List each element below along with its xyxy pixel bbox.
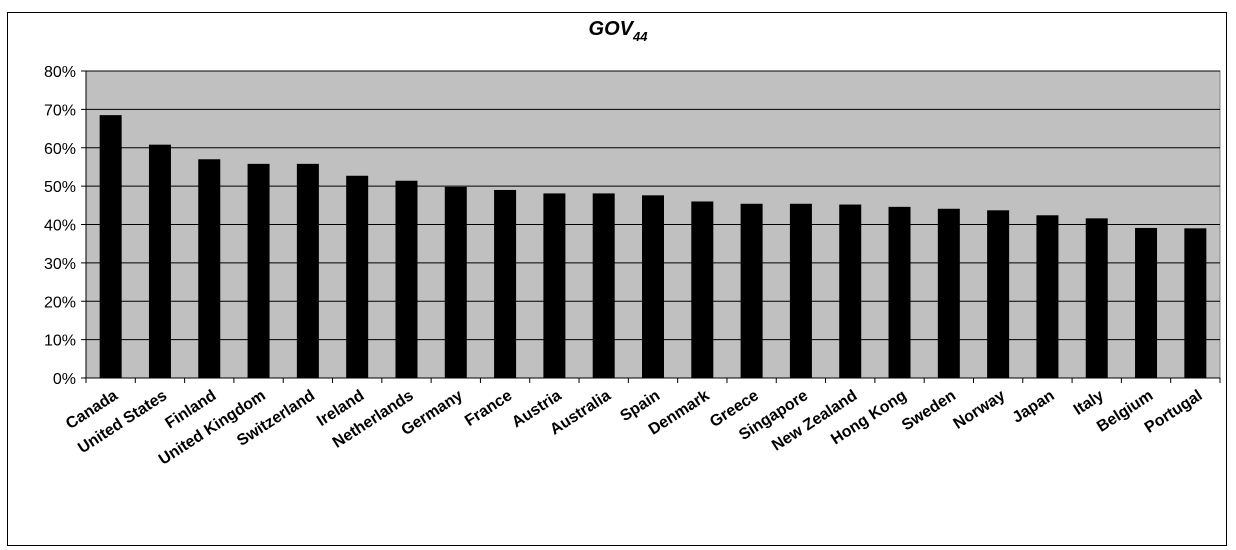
bar: [346, 175, 369, 378]
y-tick-label: 70%: [44, 102, 76, 119]
chart-title: GOV44: [0, 18, 1236, 44]
bar: [740, 203, 763, 378]
x-tick-label: United States: [75, 387, 170, 457]
y-tick-label: 20%: [44, 294, 76, 311]
bar: [543, 193, 566, 378]
bar: [592, 193, 615, 378]
x-tick-label: Norway: [951, 387, 1009, 433]
bar: [1135, 227, 1158, 378]
bar: [494, 189, 517, 378]
bar: [937, 208, 960, 378]
y-tick-label: 0%: [53, 371, 76, 388]
x-tick-label: Japan: [1010, 387, 1058, 426]
bar: [1184, 228, 1207, 378]
bar: [198, 159, 221, 378]
y-axis: 0% 10% 20% 30% 40% 50% 60% 70% 80%: [44, 64, 86, 388]
y-tick-label: 60%: [44, 141, 76, 158]
x-tick-label: Sweden: [899, 387, 959, 434]
bar: [691, 201, 714, 378]
chart-title-subscript: 44: [632, 29, 648, 44]
chart-title-text: GOV: [588, 18, 633, 40]
bar: [296, 163, 319, 378]
bar: [444, 186, 467, 378]
y-tick-label: 50%: [44, 179, 76, 196]
bar: [1036, 215, 1059, 378]
y-tick-label: 40%: [44, 218, 76, 235]
bar: [642, 195, 664, 378]
bar: [395, 180, 418, 378]
y-tick-label: 80%: [44, 64, 76, 81]
bars: [99, 115, 1207, 378]
bar: [888, 206, 911, 378]
y-tick-label: 10%: [44, 333, 76, 350]
bar: [987, 210, 1010, 378]
bar: [1085, 218, 1108, 378]
x-tick-label: Italy: [1071, 387, 1107, 419]
x-tick-label: France: [462, 387, 515, 430]
bar: [789, 203, 812, 378]
bar: [839, 204, 862, 378]
bar: [99, 115, 122, 378]
y-tick-label: 30%: [44, 256, 76, 273]
bar: [247, 163, 270, 378]
bar: [148, 144, 171, 378]
